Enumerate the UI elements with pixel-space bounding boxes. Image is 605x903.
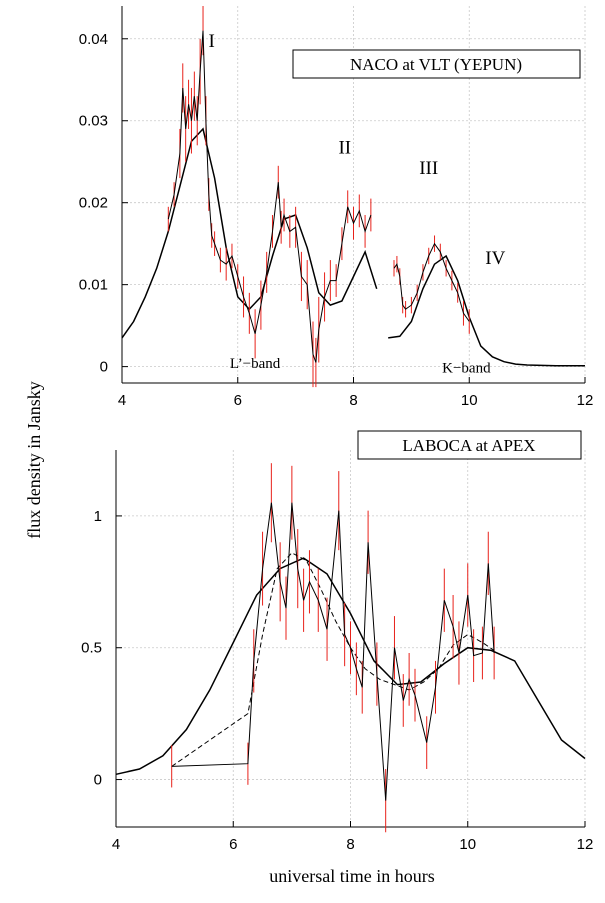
naco-axes — [121, 6, 586, 384]
naco-tick-labels: 4 6 8 10 12 0 0.01 0.02 0.03 0.04 — [79, 31, 594, 409]
laboca-panel: 4 6 8 10 12 0 0.5 1 LABOCA at APEX — [81, 430, 593, 853]
naco-legend-frame — [292, 49, 581, 79]
y-axis-label: flux density in Jansky — [24, 381, 44, 539]
laboca-y-tick-label: 0.5 — [81, 640, 102, 657]
naco-observed-series-3 — [393, 242, 470, 322]
laboca-y-tick-label: 0 — [94, 772, 102, 789]
naco-legend-box: NACO at VLT (YEPUN) — [292, 49, 581, 79]
laboca-error-bars — [171, 463, 495, 833]
laboca-x-tick-label: 12 — [577, 836, 594, 853]
laboca-tick-labels: 4 6 8 10 12 0 0.5 1 — [81, 508, 593, 853]
naco-model-series-1 — [388, 254, 585, 367]
laboca-legend-box: LABOCA at APEX — [357, 430, 582, 460]
naco-annotation: IV — [485, 248, 505, 269]
x-axis-label: universal time in hours — [269, 866, 434, 886]
naco-annotation: K−band — [442, 360, 491, 376]
naco-annotation: L’−band — [230, 356, 281, 372]
naco-grid — [122, 6, 586, 383]
naco-x-tick-label: 4 — [118, 392, 126, 409]
naco-x-tick-label: 12 — [577, 392, 594, 409]
laboca-y-tick-label: 1 — [94, 508, 102, 525]
naco-y-tick-label: 0.03 — [79, 113, 108, 130]
naco-y-tick-label: 0.04 — [79, 31, 108, 48]
laboca-observed-curves — [171, 502, 495, 801]
laboca-axes — [115, 450, 586, 828]
naco-y-tick-label: 0.01 — [79, 277, 108, 294]
laboca-legend-frame — [357, 430, 582, 460]
naco-y-tick-label: 0.02 — [79, 195, 108, 212]
naco-y-tick-label: 0 — [100, 359, 108, 376]
laboca-x-tick-label: 10 — [459, 836, 476, 853]
naco-annotation: I — [209, 31, 215, 52]
laboca-legend-text: LABOCA at APEX — [402, 436, 535, 455]
laboca-model-series-0 — [115, 557, 586, 776]
naco-x-tick-label: 10 — [461, 392, 478, 409]
laboca-observed-series-2 — [171, 502, 495, 801]
naco-observed-curves — [167, 30, 470, 363]
laboca-x-tick-label: 8 — [346, 836, 354, 853]
naco-x-tick-label: 6 — [234, 392, 242, 409]
naco-x-tick-label: 8 — [349, 392, 357, 409]
naco-annotation: II — [338, 138, 351, 159]
naco-legend-text: NACO at VLT (YEPUN) — [350, 55, 522, 74]
laboca-x-tick-label: 6 — [229, 836, 237, 853]
laboca-x-tick-label: 4 — [112, 836, 120, 853]
naco-observed-series-2 — [167, 30, 372, 363]
naco-annotation: III — [419, 158, 438, 179]
